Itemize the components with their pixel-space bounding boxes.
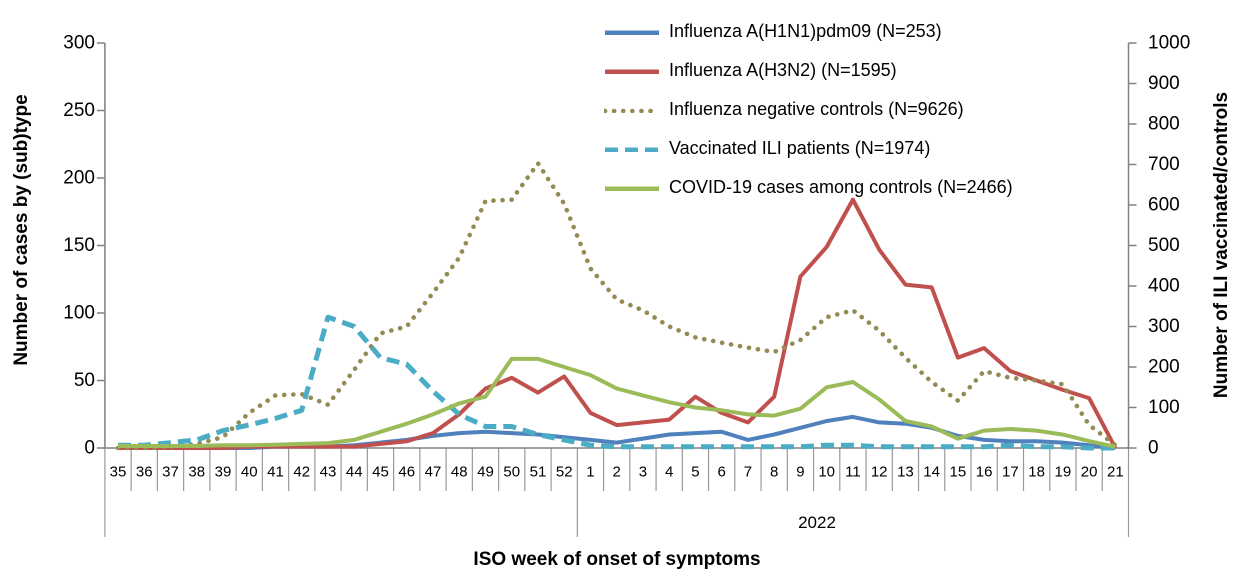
week-label: 9 [796, 464, 804, 481]
left-axis-tick-label: 0 [84, 438, 95, 459]
week-label: 4 [665, 464, 673, 481]
legend-swatch-solid [605, 69, 659, 74]
legend-label: COVID-19 cases among controls (N=2466) [669, 177, 1013, 197]
week-label: 13 [897, 464, 914, 481]
week-label: 16 [976, 464, 993, 481]
week-label: 42 [293, 464, 310, 481]
legend-swatch-dotted [604, 108, 660, 113]
week-label: 38 [188, 464, 205, 481]
right-axis-tick-label: 400 [1148, 276, 1180, 297]
week-label: 8 [770, 464, 778, 481]
left-axis-tick-label: 300 [63, 33, 95, 54]
legend: Influenza A(H1N1)pdm09 (N=253) Influenza … [604, 12, 1013, 207]
right-axis-tick-label: 800 [1148, 114, 1180, 135]
right-axis-tick-label: 900 [1148, 73, 1180, 94]
week-label: 3 [639, 464, 647, 481]
legend-item: Influenza A(H3N2) (N=1595) [604, 51, 1013, 90]
week-label: 52 [556, 464, 573, 481]
left-axis-tick-label: 150 [63, 235, 95, 256]
series-line-1 [118, 197, 1118, 450]
left-axis-tick-label: 250 [63, 100, 95, 121]
right-axis-tick-label: 1000 [1148, 33, 1190, 54]
week-label: 14 [923, 464, 940, 481]
week-label: 39 [215, 464, 232, 481]
week-label: 51 [530, 464, 547, 481]
week-label: 50 [503, 464, 520, 481]
legend-item: Vaccinated ILI patients (N=1974) [604, 129, 1013, 168]
week-label: 46 [398, 464, 415, 481]
legend-item: COVID-19 cases among controls (N=2466) [604, 168, 1013, 207]
left-axis-tick-label: 200 [63, 168, 95, 189]
series-line-4 [118, 356, 1116, 449]
right-axis-tick-label: 200 [1148, 357, 1180, 378]
week-label: 36 [136, 464, 153, 481]
week-label: 40 [241, 464, 258, 481]
week-label: 11 [845, 464, 861, 481]
week-label: 47 [425, 464, 442, 481]
right-axis-title-text: Number of ILI vaccinated/controls [1211, 91, 1232, 399]
week-label: 49 [477, 464, 494, 481]
week-label: 21 [1107, 464, 1124, 481]
left-axis-title-text: Number of cases by (sub)type [11, 94, 32, 366]
series-line-3 [118, 314, 1116, 451]
week-label: 7 [744, 464, 752, 481]
legend-item: Influenza A(H1N1)pdm09 (N=253) [604, 12, 1013, 51]
right-axis-tick-label: 600 [1148, 195, 1180, 216]
legend-swatch-solid [605, 186, 659, 191]
legend-swatch-dashed [605, 147, 659, 152]
left-axis-tick-label: 50 [74, 370, 95, 391]
right-axis-tick-label: 100 [1148, 397, 1180, 418]
week-label: 35 [110, 464, 127, 481]
week-label: 41 [267, 464, 284, 481]
week-label: 48 [451, 464, 468, 481]
legend-item: Influenza negative controls (N=9626) [604, 90, 1013, 129]
legend-label: Vaccinated ILI patients (N=1974) [669, 138, 931, 158]
week-label: 37 [162, 464, 179, 481]
legend-label: Influenza A(H3N2) (N=1595) [669, 60, 897, 80]
week-label: 44 [346, 464, 363, 481]
right-axis-tick-label: 300 [1148, 316, 1180, 337]
week-label: 10 [818, 464, 835, 481]
week-label: 43 [320, 464, 337, 481]
week-label: 17 [1002, 464, 1019, 481]
week-label: 6 [718, 464, 726, 481]
week-label: 5 [691, 464, 699, 481]
week-label: 1 [586, 464, 594, 481]
week-label: 19 [1055, 464, 1072, 481]
legend-swatch-solid [605, 30, 659, 35]
x-axis-year-label: 2022 [798, 513, 836, 532]
week-label: 2 [613, 464, 621, 481]
week-label: 18 [1028, 464, 1045, 481]
right-axis-tick-label: 0 [1148, 438, 1159, 459]
legend-label: Influenza A(H1N1)pdm09 (N=253) [669, 21, 942, 41]
week-label: 20 [1081, 464, 1098, 481]
right-axis-tick-label: 500 [1148, 235, 1180, 256]
x-axis-title: ISO week of onset of symptoms [473, 549, 761, 570]
series-line-2 [115, 161, 1118, 451]
week-label: 12 [871, 464, 888, 481]
week-label: 45 [372, 464, 389, 481]
week-label: 15 [950, 464, 967, 481]
left-axis-tick-label: 100 [63, 303, 95, 324]
right-axis-tick-label: 700 [1148, 154, 1180, 175]
legend-label: Influenza negative controls (N=9626) [669, 99, 964, 119]
